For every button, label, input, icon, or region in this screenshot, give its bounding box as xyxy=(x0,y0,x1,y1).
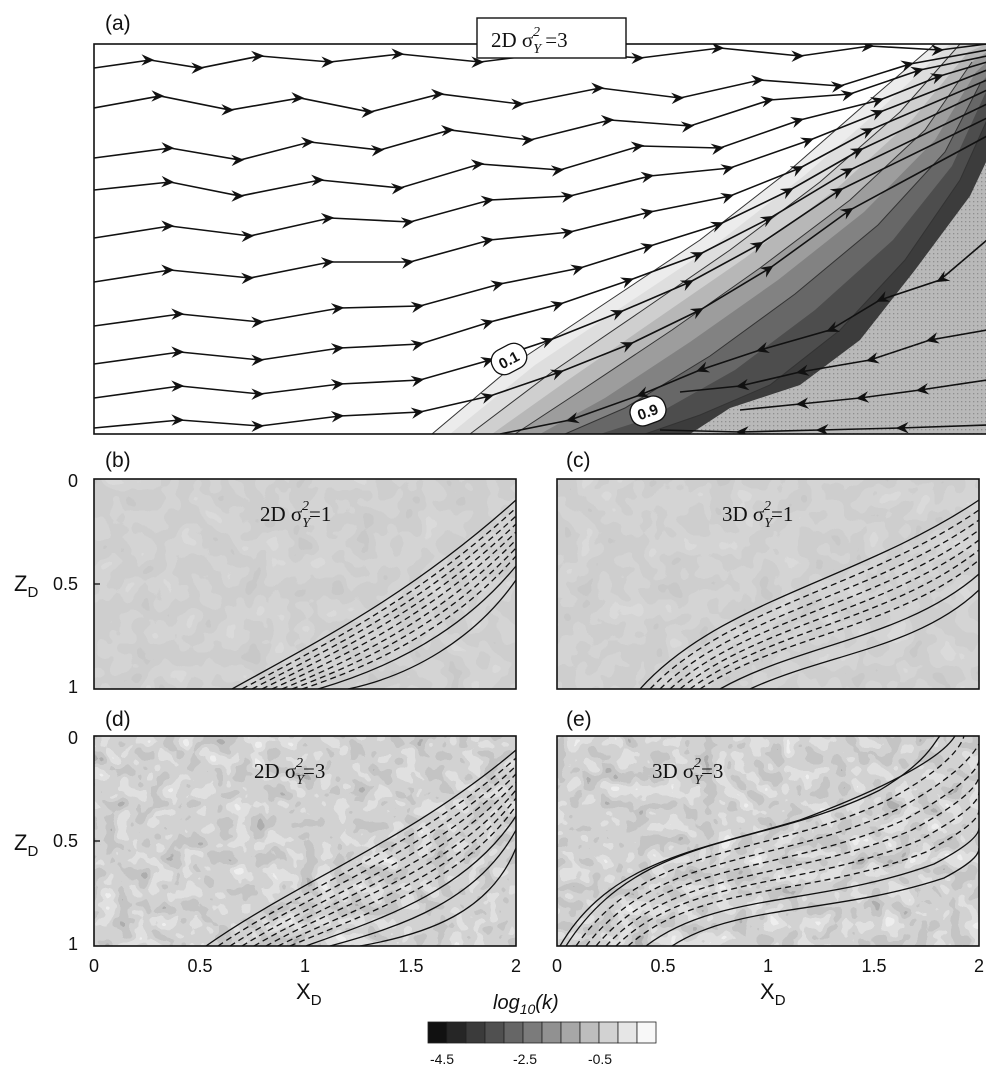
z-axis-top: 0 0.5 1 ZD xyxy=(14,471,100,697)
z-tick-0: 0 xyxy=(68,728,78,748)
x-axis-right: 0 0.5 1 1.5 2 XD xyxy=(552,956,984,1009)
z-axis-label: ZD xyxy=(14,571,38,601)
plume-contours xyxy=(559,736,979,946)
colorbar-tick: -4.5 xyxy=(430,1051,454,1067)
panel-a-title: 2D σY2 =3 xyxy=(491,25,568,57)
panel-b: (b) 2D σY2=1 xyxy=(93,449,517,690)
x-tick-0: 0 xyxy=(552,956,562,976)
panel-e-title: 3D σY2=3 xyxy=(652,756,723,788)
panel-e-label: (e) xyxy=(566,708,592,731)
streamline xyxy=(659,421,986,434)
x-tick-0.5: 0.5 xyxy=(650,956,675,976)
colorbar-swatch xyxy=(579,1021,600,1044)
panel-c-label: (c) xyxy=(566,449,591,472)
colorbar-swatch xyxy=(465,1021,486,1044)
z-tick-0.5: 0.5 xyxy=(53,831,78,851)
plume-contours xyxy=(639,499,979,689)
colorbar: log10(k) -4.5 -2.5 -0.5 xyxy=(427,992,657,1067)
contour-label-high: 0.9 xyxy=(635,401,660,424)
colorbar-swatch xyxy=(484,1021,505,1044)
panel-d: (d) 2D σY2=3 xyxy=(93,708,517,947)
colorbar-title: log10(k) xyxy=(493,992,559,1017)
x-tick-0.5: 0.5 xyxy=(187,956,212,976)
panel-c-title: 3D σY2=1 xyxy=(722,499,793,531)
x-axis-label: XD xyxy=(760,979,786,1009)
x-tick-0: 0 xyxy=(89,956,99,976)
z-axis-bottom: 0 0.5 1 ZD xyxy=(14,728,100,954)
z-tick-1: 1 xyxy=(68,677,78,697)
panel-b-title: 2D σY2=1 xyxy=(260,499,331,531)
panel-d-title: 2D σY2=3 xyxy=(254,756,325,788)
colorbar-tick: -2.5 xyxy=(513,1051,537,1067)
x-axis-left: 0 0.5 1 1.5 2 XD xyxy=(89,956,521,1009)
panel-b-label: (b) xyxy=(105,449,131,472)
colorbar-swatch xyxy=(522,1021,543,1044)
x-tick-1: 1 xyxy=(300,956,310,976)
x-axis-label: XD xyxy=(296,979,322,1009)
streamline xyxy=(739,379,986,411)
panel-c: (c) 3D σY2=1 xyxy=(556,449,980,690)
z-tick-0: 0 xyxy=(68,471,78,491)
x-tick-2: 2 xyxy=(511,956,521,976)
colorbar-swatch xyxy=(446,1021,467,1044)
colorbar-swatch xyxy=(617,1021,638,1044)
z-tick-0.5: 0.5 xyxy=(53,574,78,594)
colorbar-swatch xyxy=(541,1021,562,1044)
streamline xyxy=(94,135,986,432)
colorbar-tick: -0.5 xyxy=(588,1051,612,1067)
colorbar-swatch xyxy=(560,1021,581,1044)
panel-a-title-box xyxy=(476,17,627,59)
colorbar-swatch xyxy=(427,1021,448,1044)
panel-d-label: (d) xyxy=(105,708,131,731)
panel-a-label: (a) xyxy=(105,12,131,35)
x-tick-1.5: 1.5 xyxy=(398,956,423,976)
x-tick-2: 2 xyxy=(974,956,984,976)
panel-e: (e) 3D σY2=3 xyxy=(556,708,980,947)
z-axis-label: ZD xyxy=(14,830,38,860)
x-tick-1: 1 xyxy=(763,956,773,976)
plume-contours xyxy=(231,499,516,689)
plume-contours xyxy=(205,749,516,946)
z-tick-1: 1 xyxy=(68,934,78,954)
colorbar-swatch xyxy=(598,1021,619,1044)
colorbar-swatches xyxy=(427,1021,657,1044)
colorbar-swatch xyxy=(503,1021,524,1044)
panel-a: (a) 2D σY2 =3 0.1 0.9 xyxy=(93,12,986,435)
x-tick-1.5: 1.5 xyxy=(861,956,886,976)
streamline xyxy=(679,329,986,393)
colorbar-swatch xyxy=(636,1021,657,1044)
